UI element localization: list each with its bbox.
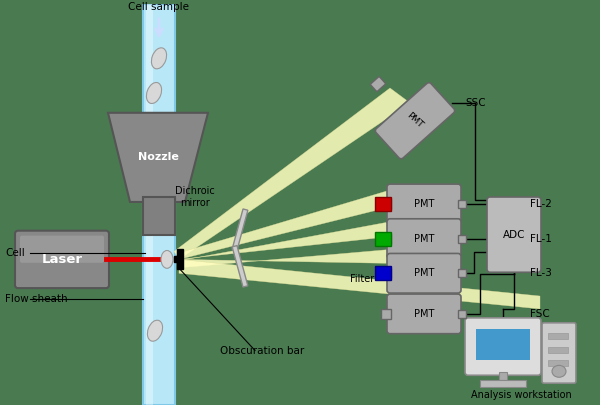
Bar	[458, 200, 466, 208]
Bar	[375, 197, 391, 211]
FancyBboxPatch shape	[20, 236, 104, 263]
Bar	[458, 310, 466, 318]
Text: Cell sample: Cell sample	[128, 2, 190, 12]
Bar	[177, 249, 183, 269]
FancyBboxPatch shape	[542, 323, 576, 383]
Bar	[458, 269, 466, 277]
Bar	[548, 360, 568, 367]
FancyBboxPatch shape	[465, 318, 541, 375]
FancyBboxPatch shape	[387, 184, 461, 224]
Bar	[499, 372, 507, 380]
Ellipse shape	[161, 250, 173, 268]
Bar	[458, 234, 466, 243]
Ellipse shape	[151, 48, 167, 69]
Polygon shape	[174, 88, 410, 259]
Bar	[476, 329, 530, 360]
Bar	[548, 333, 568, 339]
Text: Nozzle: Nozzle	[137, 152, 178, 162]
FancyBboxPatch shape	[375, 83, 455, 159]
Text: Flow sheath: Flow sheath	[5, 294, 68, 304]
Text: ADC: ADC	[503, 230, 525, 240]
Text: PMT: PMT	[414, 199, 434, 209]
Ellipse shape	[148, 320, 163, 341]
Text: PMT: PMT	[414, 268, 434, 278]
Text: SSC: SSC	[465, 98, 485, 108]
Bar	[375, 232, 391, 245]
Polygon shape	[179, 190, 390, 259]
Text: Laser: Laser	[41, 253, 83, 266]
Ellipse shape	[148, 152, 163, 173]
Bar	[143, 4, 175, 405]
Bar	[146, 4, 153, 405]
Bar	[381, 199, 391, 209]
Polygon shape	[179, 249, 390, 267]
Text: FL-2: FL-2	[530, 199, 552, 209]
FancyBboxPatch shape	[387, 254, 461, 293]
Bar	[381, 309, 391, 319]
Polygon shape	[108, 113, 208, 202]
Text: PMT: PMT	[414, 234, 434, 243]
Text: Obscuration bar: Obscuration bar	[220, 345, 304, 356]
Ellipse shape	[151, 186, 167, 207]
FancyBboxPatch shape	[387, 219, 461, 258]
FancyBboxPatch shape	[371, 77, 385, 92]
FancyBboxPatch shape	[487, 197, 541, 272]
Polygon shape	[232, 245, 248, 287]
Ellipse shape	[552, 365, 566, 377]
Text: Cell: Cell	[5, 248, 25, 258]
Ellipse shape	[146, 83, 161, 104]
Text: FSC: FSC	[530, 309, 550, 319]
FancyBboxPatch shape	[387, 294, 461, 334]
Bar	[480, 380, 526, 387]
Text: FL-1: FL-1	[530, 234, 552, 243]
Text: FL-3: FL-3	[530, 268, 552, 278]
Polygon shape	[179, 259, 540, 309]
Bar	[381, 234, 391, 243]
Text: PMT: PMT	[414, 309, 434, 319]
Bar	[143, 197, 175, 234]
Text: Filter: Filter	[350, 274, 374, 284]
Ellipse shape	[154, 117, 169, 138]
Text: Analysis workstation: Analysis workstation	[470, 390, 571, 400]
Bar	[548, 347, 568, 352]
FancyBboxPatch shape	[15, 231, 109, 288]
Text: Dichroic
mirror: Dichroic mirror	[175, 186, 215, 208]
Polygon shape	[179, 222, 390, 259]
Polygon shape	[232, 209, 248, 250]
Text: PMT: PMT	[405, 111, 425, 130]
Bar	[381, 268, 391, 278]
Bar	[375, 266, 391, 280]
